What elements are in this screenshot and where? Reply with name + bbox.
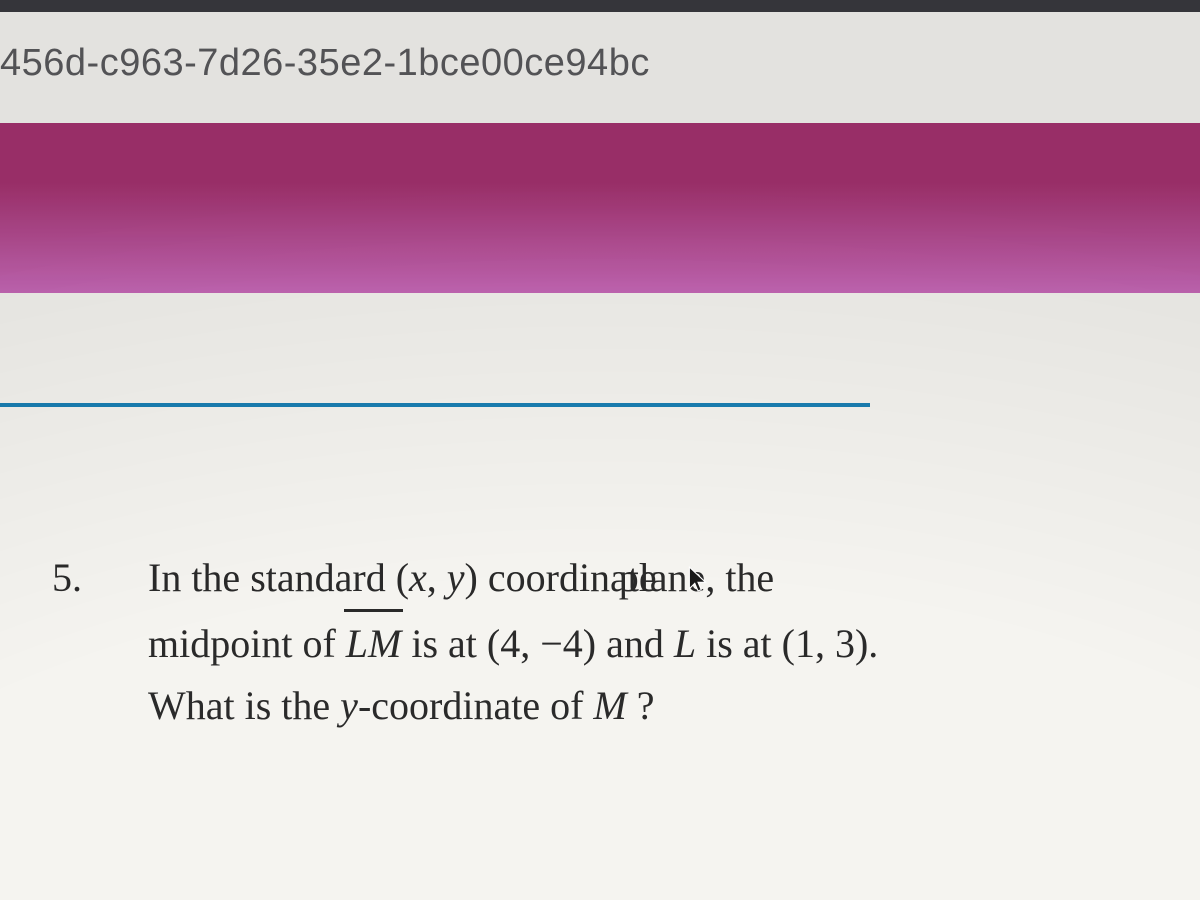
spacer	[0, 293, 1200, 403]
q3a: What is the	[148, 683, 340, 728]
q1c: , the	[705, 555, 774, 600]
uuid-region: 456d-c963-7d26-35e2-1bce00ce94bc	[0, 12, 1200, 123]
plane-word: plane	[619, 555, 706, 600]
question-block: 5.In the standard (x, y) coordinate plan…	[0, 407, 1200, 737]
plane-word-wrap: plane	[667, 547, 706, 609]
var-L: L	[674, 621, 696, 666]
question-line-2: midpoint of LM is at (4, −4) and L is at…	[100, 609, 1190, 675]
magenta-banner	[0, 123, 1200, 293]
var-M: M	[593, 683, 626, 728]
q2b: is at (4, −4) and	[401, 621, 674, 666]
segment-LM: LM	[346, 609, 402, 675]
q3b: -coordinate of	[358, 683, 593, 728]
question-line-1: 5.In the standard (x, y) coordinate plan…	[100, 547, 1190, 609]
q2c: is at (1, 3).	[696, 621, 878, 666]
q1a: In the standard (	[148, 555, 409, 600]
uuid-text: 456d-c963-7d26-35e2-1bce00ce94bc	[0, 42, 650, 84]
question-line-3: What is the y-coordinate of M ?	[100, 675, 1190, 737]
var-y2: y	[340, 683, 358, 728]
q3c: ?	[627, 683, 655, 728]
var-x: x	[409, 555, 427, 600]
question-number: 5.	[100, 547, 148, 609]
q-comma: ,	[427, 555, 447, 600]
top-dark-strip	[0, 0, 1200, 12]
q2a: midpoint of	[148, 621, 346, 666]
var-y: y	[447, 555, 465, 600]
